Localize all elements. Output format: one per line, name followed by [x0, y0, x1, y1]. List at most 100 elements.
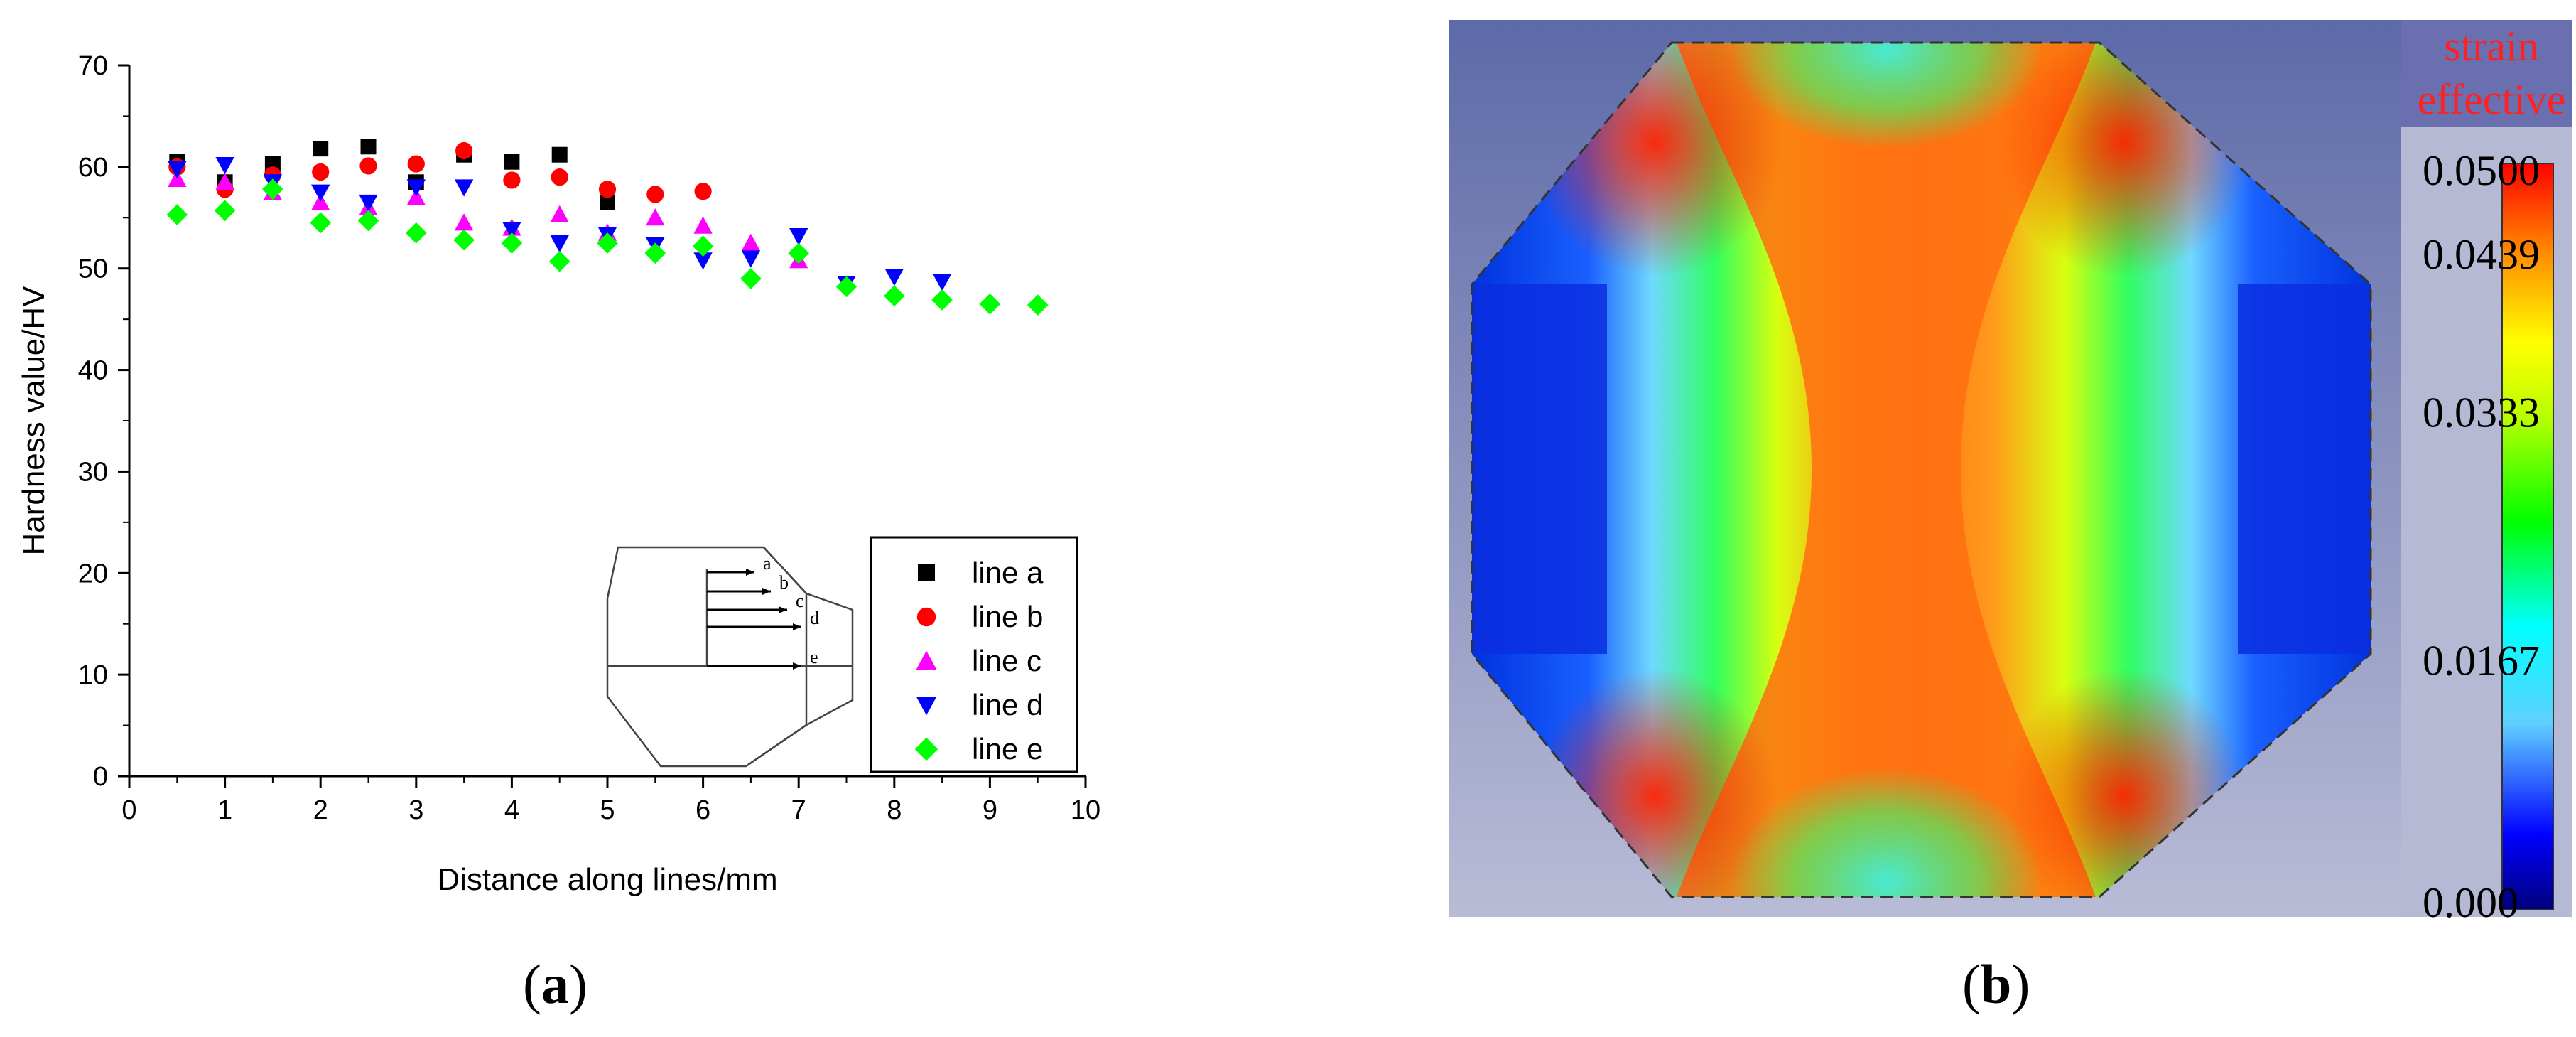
inset-edge — [763, 547, 807, 594]
y-tick-label: 70 — [78, 51, 108, 81]
data-point — [359, 194, 378, 213]
data-point — [598, 181, 617, 198]
data-point — [405, 222, 427, 244]
data-point — [360, 139, 377, 155]
specimen-outline — [1471, 41, 2372, 898]
x-tick-label: 7 — [791, 795, 806, 825]
inset-arrowhead — [793, 662, 801, 670]
data-point — [740, 268, 762, 289]
hardness-scatter-chart: 0 1 2 3 4 5 6 7 8 9 10 0 10 20 30 40 50 60 70 Distance alon… — [16, 51, 1100, 897]
data-point — [311, 184, 330, 202]
legend-box — [870, 536, 1078, 773]
data-point — [406, 179, 426, 197]
x-tick-label: 2 — [313, 795, 328, 825]
x-tick-label: 3 — [408, 795, 423, 825]
data-point — [692, 235, 714, 257]
legend-marker — [916, 697, 937, 716]
data-point — [597, 232, 618, 254]
inset-label: c — [796, 591, 804, 611]
series-line-e — [166, 178, 1049, 316]
legend-label: line e — [972, 732, 1043, 765]
inset-arrowhead — [762, 588, 771, 595]
legend-label: line b — [972, 600, 1043, 633]
data-point — [932, 274, 952, 291]
colorbar-title-line2: effective — [2418, 76, 2566, 123]
colorbar-title-line1: strain — [2444, 23, 2538, 70]
x-tick-label: 5 — [600, 795, 615, 825]
data-point — [884, 269, 904, 286]
series-line-a — [169, 139, 615, 210]
data-point — [215, 173, 234, 190]
data-point — [502, 222, 521, 240]
y-tick-label: 0 — [93, 762, 108, 792]
data-point — [931, 289, 953, 311]
data-point — [548, 250, 570, 272]
data-point — [550, 235, 569, 253]
data-point — [693, 252, 713, 270]
panel-b-caption: (b) — [1962, 953, 2030, 1015]
x-tick-label: 1 — [217, 795, 232, 825]
data-point — [883, 285, 905, 307]
y-tick-label: 20 — [78, 559, 108, 589]
y-tick-label: 30 — [78, 457, 108, 487]
data-point — [166, 204, 188, 225]
data-point — [168, 161, 187, 178]
data-point — [979, 293, 1001, 315]
colorbar-tick-label: 0.0500 — [2423, 147, 2540, 194]
legend-marker — [914, 737, 938, 761]
data-point — [693, 216, 713, 234]
panel-a-caption: (a) — [523, 953, 588, 1015]
legend-label: line a — [972, 556, 1044, 589]
x-tick-label: 10 — [1071, 795, 1100, 825]
data-point — [407, 155, 425, 173]
colorbar — [2501, 163, 2554, 910]
data-point — [646, 208, 665, 226]
legend-marker — [916, 650, 937, 670]
data-point — [310, 212, 332, 234]
data-point — [646, 186, 664, 203]
chart-axes: 0 1 2 3 4 5 6 7 8 9 10 0 10 20 30 40 50 60 70 Distance alon… — [16, 51, 1100, 897]
strain-contour-map: strain effective 0.0500 0.0439 0.0333 0.016… — [1449, 20, 2572, 926]
data-point — [214, 200, 236, 222]
y-tick-label: 60 — [78, 153, 108, 183]
inset-arrowhead — [746, 569, 754, 576]
inset-label: e — [810, 647, 818, 667]
inset-edge — [745, 724, 807, 768]
panel-a-letter: a — [541, 953, 569, 1015]
inset-label: d — [810, 608, 819, 628]
data-point — [644, 242, 666, 264]
data-point — [312, 163, 330, 181]
data-point — [501, 232, 523, 254]
colorbar-ticks: 0.0500 0.0439 0.0333 0.0167 0.000 — [2423, 147, 2540, 926]
data-point — [262, 178, 283, 200]
colorbar-tick-label: 0.0167 — [2423, 637, 2540, 684]
data-point — [504, 154, 520, 170]
panel-b-letter: b — [1980, 953, 2012, 1015]
data-point — [694, 183, 712, 200]
inset-label: b — [779, 572, 789, 593]
data-point — [600, 194, 615, 210]
x-tick-label: 6 — [696, 795, 710, 825]
data-point — [503, 171, 521, 189]
data-point — [313, 141, 329, 157]
legend-marker — [916, 607, 936, 627]
inset-arrowhead — [779, 606, 787, 613]
data-point — [1027, 294, 1049, 316]
x-tick-label: 4 — [504, 795, 519, 825]
data-point — [454, 179, 474, 197]
data-point — [741, 233, 761, 251]
y-tick-label: 10 — [78, 660, 108, 690]
chart-marks — [166, 139, 1049, 316]
inset-arrowhead — [793, 623, 801, 630]
data-point — [454, 213, 474, 231]
data-point — [835, 276, 857, 298]
colorbar-title-bg — [2401, 20, 2572, 127]
data-point — [215, 157, 234, 175]
y-tick-label: 50 — [78, 254, 108, 284]
data-point — [550, 205, 569, 222]
data-point — [453, 229, 475, 251]
colorbar-tick-label: 0.0333 — [2423, 389, 2540, 436]
x-axis-label: Distance along lines/mm — [437, 862, 777, 897]
